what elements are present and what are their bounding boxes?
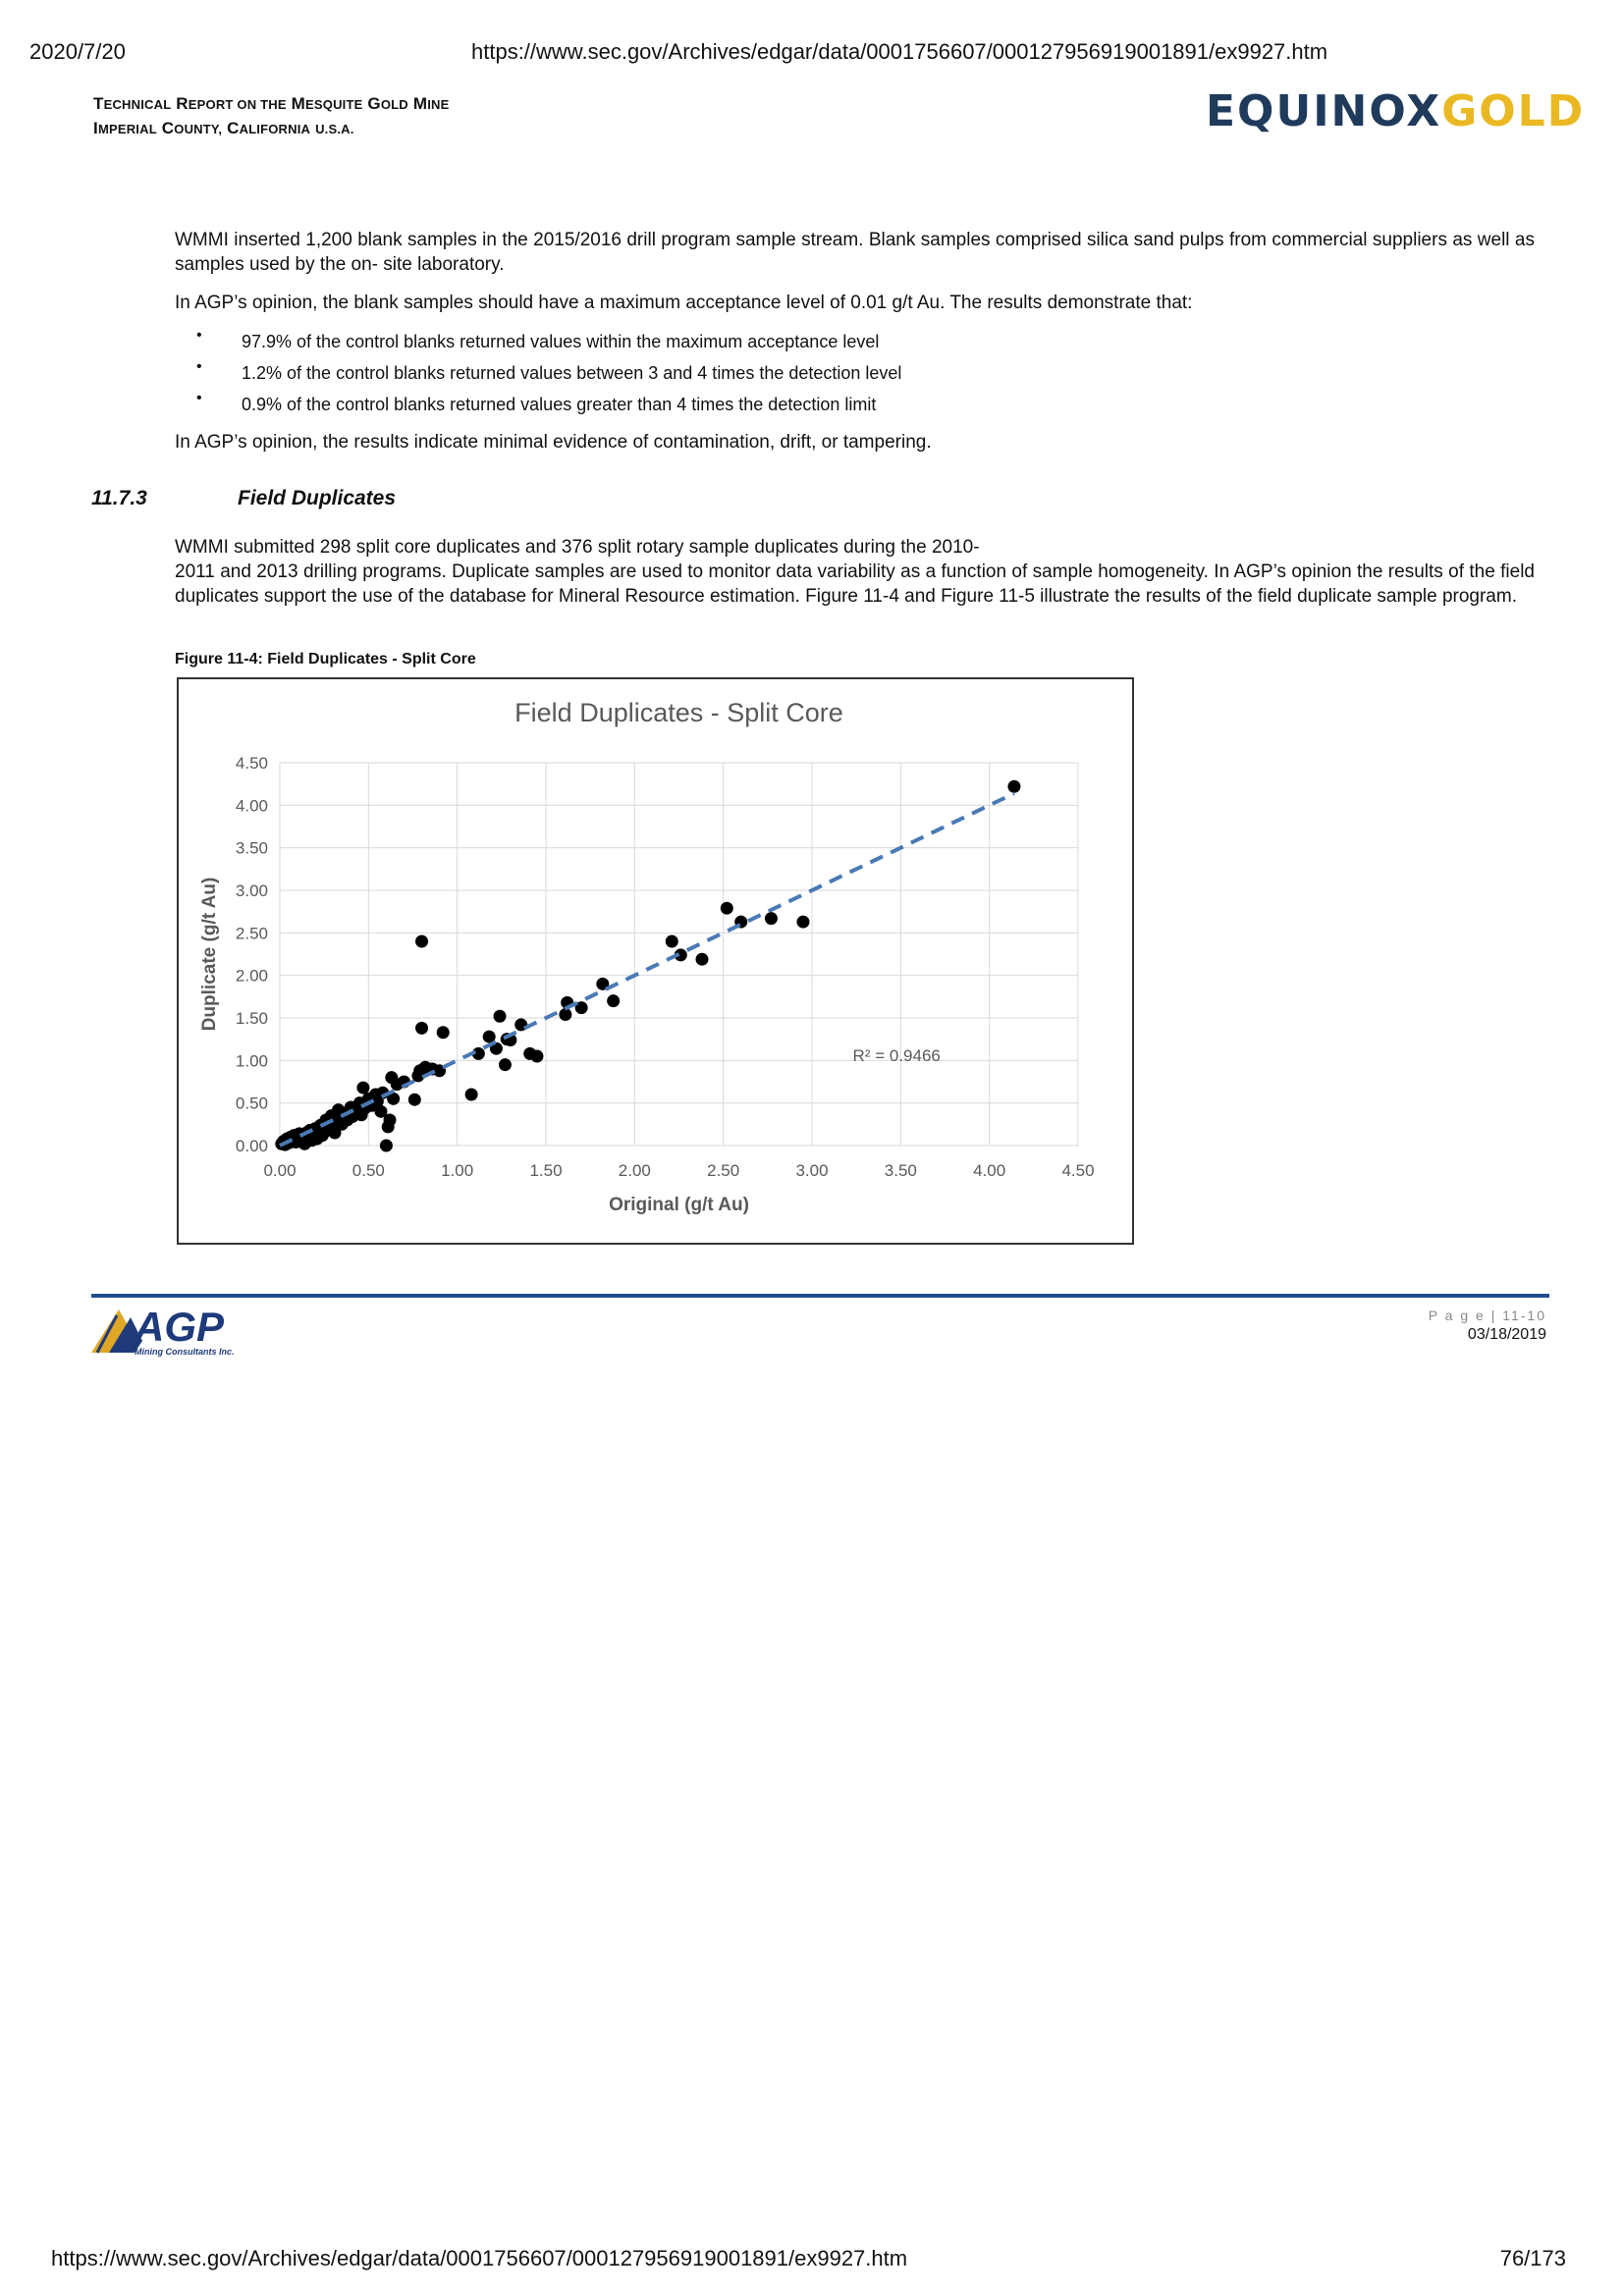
agp-logo-subtitle: Mining Consultants Inc.	[135, 1347, 235, 1357]
data-point	[383, 1113, 397, 1127]
results-bullet-list: • 97.9% of the control blanks returned va…	[175, 326, 1535, 420]
y-tick-label: 1.00	[236, 1051, 268, 1070]
data-point	[674, 948, 687, 962]
report-header-title: TECHNICAL REPORT ON THE MESQUITE GOLD MI…	[93, 92, 450, 141]
figure-caption: Figure 11-4: Field Duplicates - Split Co…	[175, 651, 476, 667]
data-point	[374, 1104, 388, 1118]
bullet-icon: •	[196, 327, 202, 344]
print-url-top[interactable]: https://www.sec.gov/Archives/edgar/data/…	[471, 39, 1328, 64]
data-point	[695, 952, 709, 966]
data-point	[559, 1008, 572, 1022]
x-tick-label: 0.50	[352, 1161, 385, 1180]
paragraph-blank-samples: WMMI inserted 1,200 blank samples in the…	[175, 230, 1535, 275]
data-point	[482, 1030, 496, 1043]
agp-logo-graphic: AGP Mining Consultants Inc.	[91, 1304, 235, 1357]
y-tick-label: 4.50	[236, 754, 268, 773]
agp-logo-text: AGP	[134, 1304, 225, 1350]
x-tick-label: 4.00	[973, 1161, 1005, 1180]
section-number: 11.7.3	[91, 487, 147, 509]
data-point	[433, 1064, 447, 1078]
bullet-icon: •	[196, 358, 202, 375]
data-point	[379, 1139, 393, 1152]
report-title-line2: IMPERIAL COUNTY, CALIFORNIA U.S.A.	[93, 119, 354, 137]
x-tick-label: 2.00	[619, 1161, 651, 1180]
y-axis-label: Duplicate (g/t Au)	[199, 878, 220, 1032]
paragraph-acceptance-level: In AGP’s opinion, the blank samples shou…	[175, 293, 1193, 313]
data-point	[607, 994, 621, 1008]
footer-rule	[91, 1294, 1549, 1298]
data-point	[796, 915, 810, 929]
data-point	[356, 1081, 370, 1095]
print-url-bottom[interactable]: https://www.sec.gov/Archives/edgar/data/…	[51, 2246, 908, 2270]
data-point	[1007, 779, 1021, 793]
equinox-gold-logo: EQUINOXGOLD	[1206, 86, 1586, 136]
data-point	[415, 934, 429, 948]
bullet-icon: •	[196, 390, 202, 406]
report-date: 03/18/2019	[1467, 1326, 1546, 1343]
x-tick-label: 1.50	[529, 1161, 562, 1180]
scatter-plot: 0.00 0.50 1.00 1.50 2.00 2.50 3.00 3.50 4.00 4.50…	[199, 698, 1095, 1215]
print-page-counter: 76/173	[1499, 2246, 1566, 2270]
data-point	[415, 1021, 429, 1035]
x-tick-label: 3.50	[885, 1161, 917, 1180]
trendline	[279, 791, 1015, 1148]
list-item: • 97.9% of the control blanks returned va…	[175, 326, 1535, 357]
x-tick-label: 1.00	[441, 1161, 473, 1180]
data-point	[574, 1001, 588, 1015]
chart-title: Field Duplicates - Split Core	[514, 698, 843, 727]
x-tick-label: 2.50	[707, 1161, 739, 1180]
data-point	[464, 1088, 478, 1101]
data-point	[328, 1126, 342, 1140]
r-squared-label: R² = 0.9466	[853, 1046, 941, 1065]
data-point	[764, 912, 778, 926]
x-tick-label: 3.00	[795, 1161, 828, 1180]
data-point	[493, 1009, 507, 1023]
y-tick-label: 0.50	[236, 1095, 268, 1113]
x-tick-label: 0.00	[263, 1161, 296, 1180]
paragraph-body: 2011 and 2013 drilling programs. Duplica…	[175, 561, 1535, 607]
x-tick-label: 4.50	[1061, 1161, 1094, 1180]
paragraph-line: WMMI submitted 298 split core duplicates…	[175, 537, 980, 558]
data-point	[498, 1058, 512, 1072]
y-tick-label: 2.50	[236, 924, 268, 942]
data-point	[720, 901, 733, 915]
data-point	[436, 1026, 450, 1040]
data-point	[530, 1049, 544, 1063]
report-title-line1: TECHNICAL REPORT ON THE MESQUITE GOLD MI…	[93, 94, 450, 113]
field-duplicates-chart: 0.00 0.50 1.00 1.50 2.00 2.50 3.00 3.50 4.00 4.50…	[177, 677, 1134, 1245]
data-point	[407, 1093, 421, 1106]
x-axis-label: Original (g/t Au)	[609, 1195, 749, 1215]
data-point	[665, 934, 678, 948]
section-title: Field Duplicates	[238, 487, 397, 509]
print-date: 2020/7/20	[29, 39, 126, 64]
y-tick-label: 3.00	[236, 881, 268, 900]
list-item: • 1.2% of the control blanks returned val…	[175, 357, 1535, 389]
agp-logo: AGP Mining Consultants Inc.	[91, 1296, 258, 1359]
y-tick-label: 4.00	[236, 796, 268, 815]
data-point	[387, 1092, 401, 1105]
y-tick-label: 0.00	[236, 1137, 268, 1155]
page-number: P a g e | 11-10	[1428, 1308, 1546, 1323]
paragraph-contamination: In AGP’s opinion, the results indicate m…	[175, 432, 932, 453]
list-item: • 0.9% of the control blanks returned val…	[175, 389, 1535, 420]
data-point	[471, 1046, 485, 1060]
y-tick-label: 3.50	[236, 839, 268, 858]
y-tick-label: 2.00	[236, 967, 268, 986]
y-tick-label: 1.50	[236, 1009, 268, 1028]
paragraph-field-duplicates: WMMI submitted 298 split core duplicates…	[175, 535, 1535, 609]
